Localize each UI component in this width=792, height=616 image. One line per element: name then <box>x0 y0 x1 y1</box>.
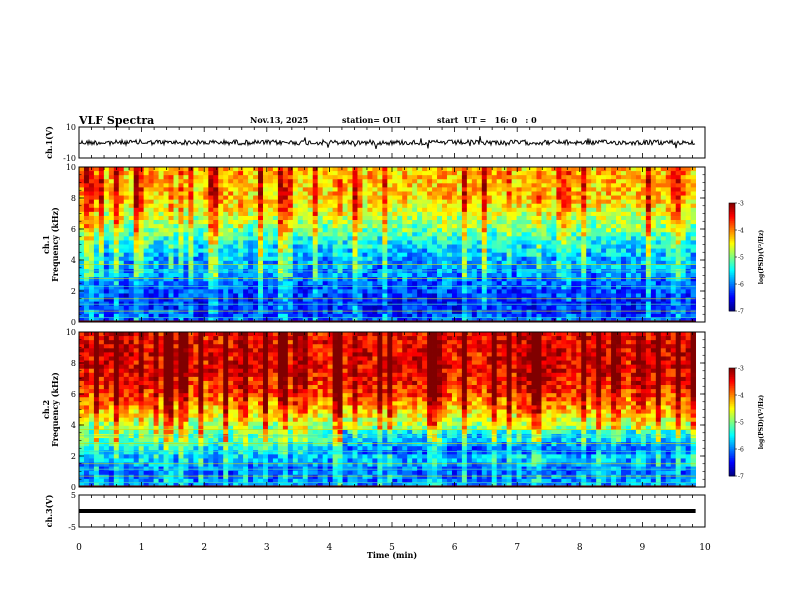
ch1-spectrogram-ytick-label: 2 <box>71 287 76 296</box>
ch2-spectrogram-ytick-label: 6 <box>71 390 76 399</box>
ch1-spectrogram-colorbar-tick-label: -7 <box>738 309 744 316</box>
ch1-waveform-ytick-label: 10 <box>66 123 76 132</box>
ch2-spectrogram-colorbar-tick-label: -5 <box>738 420 744 427</box>
ch1-spectrogram-colorbar <box>729 203 735 311</box>
ch2-spectrogram-ytick-label: 8 <box>71 359 76 368</box>
x-tick-label: 2 <box>201 543 207 553</box>
x-tick-label: 0 <box>76 543 82 553</box>
ch1-spectrogram-colorbar-label: log(PSD)(V²/Hz) <box>758 230 765 285</box>
x-tick-label: 10 <box>699 543 711 553</box>
ch1-spectrogram-ytick-label: 6 <box>71 225 76 234</box>
ch1-waveform-ytick-label: -10 <box>63 154 76 163</box>
figure-start-time: start UT = 16: 0 : 0 <box>437 115 537 125</box>
ch1-spectrogram-colorbar-tick-label: -5 <box>738 255 744 262</box>
ch2-spectrogram-colorbar-tick-label: -4 <box>738 393 744 400</box>
ch1-waveform-ylabel: ch.1(V) <box>44 126 54 159</box>
x-tick-label: 6 <box>452 543 458 553</box>
ch1-spectrogram-colorbar-tick-label: -4 <box>738 228 744 235</box>
ch1-spectrogram-colorbar-tick-label: -6 <box>738 282 744 289</box>
x-tick-label: 7 <box>514 543 520 553</box>
ch1-spectrogram-ytick-label: 8 <box>71 194 76 203</box>
ch2-spectrogram-ylabel2: Frequency (kHz) <box>50 372 60 447</box>
ch2-spectrogram-colorbar-label: log(PSD)(V²/Hz) <box>758 395 765 450</box>
ch1-spectrogram-ytick-label: 0 <box>71 318 76 327</box>
x-tick-label: 9 <box>640 543 646 553</box>
ch3-waveform-ytick-label: -5 <box>68 523 76 532</box>
ch1-spectrogram-colorbar-tick-label: -3 <box>738 201 744 208</box>
figure-date: Nov.13, 2025 <box>250 115 308 125</box>
ch2-spectrogram-ytick-label: 2 <box>71 452 76 461</box>
figure-title: VLF Spectra <box>78 114 154 127</box>
ch3-waveform-ytick-label: 5 <box>71 491 76 500</box>
ch2-spectrogram-colorbar <box>729 368 735 476</box>
ch1-spectrogram-ytick-label: 10 <box>66 163 76 172</box>
ch3-waveform-ylabel: ch.3(V) <box>44 494 54 527</box>
figure-station: station= OUI <box>342 115 401 125</box>
ch2-spectrogram-colorbar-tick-label: -6 <box>738 447 744 454</box>
x-tick-label: 8 <box>577 543 583 553</box>
x-axis-label: Time (min) <box>367 550 417 560</box>
ch2-spectrogram-ytick-label: 10 <box>66 328 76 337</box>
ch1-spectrogram-ylabel2: Frequency (kHz) <box>50 207 60 282</box>
ch2-spectrogram-colorbar-tick-label: -3 <box>738 366 744 373</box>
x-tick-label: 4 <box>327 543 333 553</box>
ch2-spectrogram-colorbar-tick-label: -7 <box>738 474 744 481</box>
ch1-spectrogram-ytick-label: 4 <box>71 256 76 265</box>
x-tick-label: 3 <box>264 543 270 553</box>
ch2-spectrogram-ytick-label: 4 <box>71 421 76 430</box>
ch1-waveform-line <box>79 136 695 149</box>
x-tick-label: 1 <box>139 543 145 553</box>
